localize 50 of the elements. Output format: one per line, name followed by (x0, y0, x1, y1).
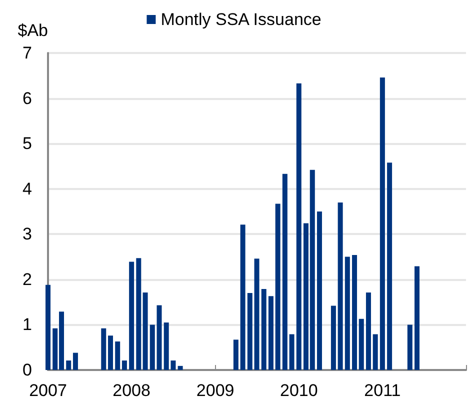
bar (268, 296, 274, 370)
bar (358, 318, 364, 370)
y-tick-label: 7 (22, 44, 32, 62)
bar (233, 340, 238, 370)
bar (108, 336, 113, 370)
bar (275, 204, 280, 370)
bar (338, 202, 343, 370)
bar (156, 305, 162, 370)
y-tick-label: 5 (22, 134, 32, 154)
y-tick-label: 4 (22, 179, 32, 198)
bar (414, 266, 420, 370)
bar (372, 334, 378, 370)
bar (46, 284, 50, 370)
bar (142, 292, 148, 370)
x-tick-label: 2010 (280, 381, 318, 400)
bar (330, 306, 336, 370)
x-tick-label: 2011 (364, 381, 401, 400)
bar (240, 224, 246, 370)
bar (150, 324, 155, 370)
bar (316, 212, 322, 370)
bar (129, 262, 134, 370)
y-axis-title: $Ab (18, 21, 48, 40)
bar (66, 360, 72, 370)
bar (122, 360, 127, 370)
bar (247, 293, 252, 370)
legend-label: Montly SSA Issuance (160, 10, 322, 29)
bar (178, 366, 183, 370)
bar (296, 83, 302, 370)
bar (380, 77, 385, 370)
bar (344, 256, 350, 370)
y-tick-label: 2 (22, 270, 32, 289)
bar (136, 258, 142, 370)
x-tick-label: 2008 (112, 381, 150, 400)
y-tick-label: 0 (22, 360, 32, 380)
bar (115, 341, 120, 370)
y-tick-label: 3 (22, 224, 32, 244)
bar (352, 254, 358, 370)
bar (289, 334, 294, 370)
bar (407, 324, 412, 370)
x-tick-label: 2009 (196, 381, 234, 400)
y-tick-label: 1 (22, 315, 32, 334)
x-tick-label: 2007 (29, 381, 67, 400)
bar (261, 288, 266, 370)
y-tick-label: 6 (22, 88, 32, 108)
bar (72, 352, 78, 370)
bar (387, 162, 392, 370)
bar (254, 258, 260, 370)
bar (101, 328, 106, 370)
bar (366, 292, 371, 370)
bar (282, 174, 288, 370)
